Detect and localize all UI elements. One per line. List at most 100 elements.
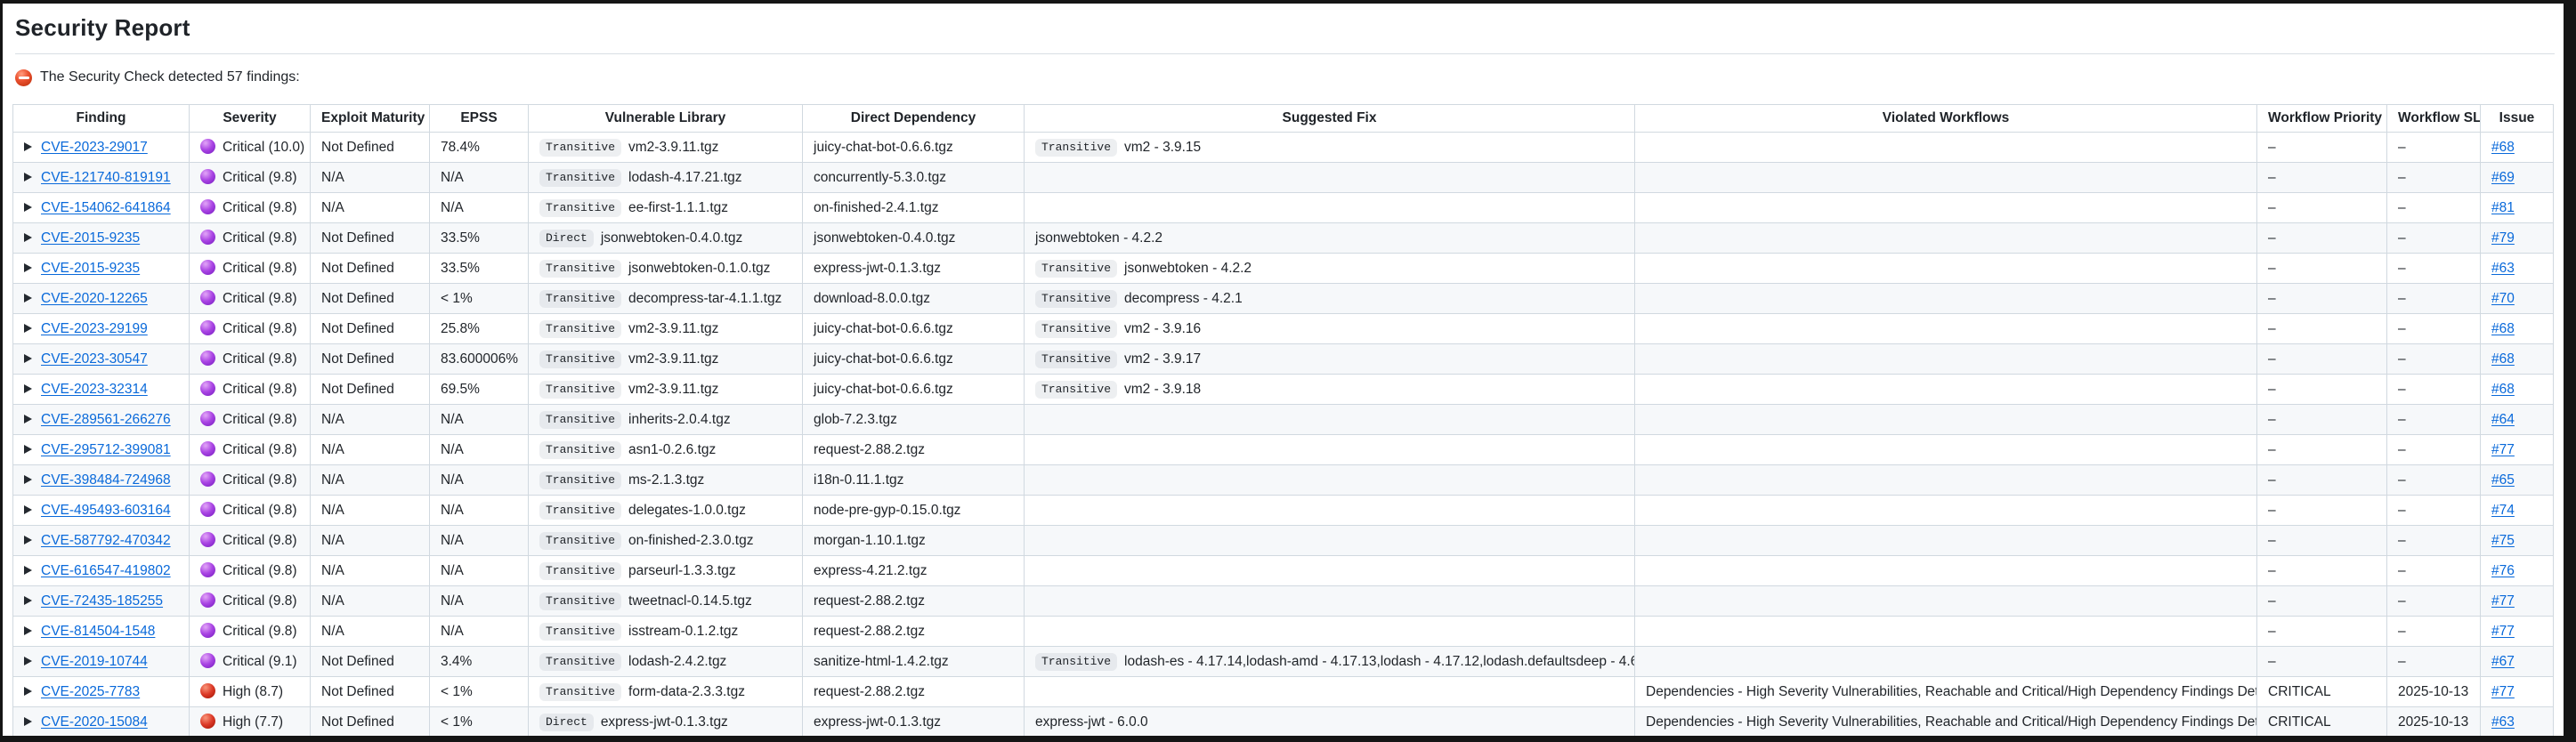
finding-link[interactable]: CVE-2025-7783 xyxy=(41,683,141,699)
finding-row: CVE-616547-419802 Critical (9.8) N/A N/A Tra… xyxy=(12,555,2554,586)
issue-link[interactable]: #69 xyxy=(2491,169,2515,185)
severity-cell: Critical (9.8) xyxy=(189,313,311,344)
library-name: jsonwebtoken-0.1.0.tgz xyxy=(628,260,771,276)
expand-triangle-icon[interactable] xyxy=(24,293,32,302)
finding-cell: CVE-2023-29017 xyxy=(12,132,190,163)
column-header-violated-workflows: Violated Workflows xyxy=(1634,104,2257,133)
issue-link[interactable]: #68 xyxy=(2491,381,2515,397)
finding-link[interactable]: CVE-398484-724968 xyxy=(41,472,171,488)
finding-link[interactable]: CVE-289561-266276 xyxy=(41,411,171,427)
finding-link[interactable]: CVE-2015-9235 xyxy=(41,230,141,246)
workflow-priority-cell: – xyxy=(2256,162,2387,193)
suggested-fix-cell xyxy=(1024,676,1635,707)
issue-link[interactable]: #65 xyxy=(2491,472,2515,488)
exploit-maturity-cell: Not Defined xyxy=(310,676,430,707)
severity-dot-icon xyxy=(200,714,215,729)
direct-dependency-cell: sanitize-html-1.4.2.tgz xyxy=(802,646,1025,677)
finding-link[interactable]: CVE-2023-32314 xyxy=(41,381,148,397)
violated-workflows-cell xyxy=(1634,555,2257,586)
finding-row: CVE-2020-12265 Critical (9.8) Not Defined <… xyxy=(12,283,2554,314)
issue-link[interactable]: #79 xyxy=(2491,230,2515,246)
issue-link[interactable]: #68 xyxy=(2491,139,2515,155)
finding-link[interactable]: CVE-2023-30547 xyxy=(41,351,148,367)
finding-link[interactable]: CVE-2023-29199 xyxy=(41,320,148,336)
issue-link[interactable]: #67 xyxy=(2491,653,2515,669)
finding-link[interactable]: CVE-154062-641864 xyxy=(41,199,171,215)
finding-link[interactable]: CVE-495493-603164 xyxy=(41,502,171,518)
expand-triangle-icon[interactable] xyxy=(24,444,32,454)
finding-link[interactable]: CVE-2020-12265 xyxy=(41,290,148,306)
violated-workflows-cell xyxy=(1634,585,2257,617)
finding-link[interactable]: CVE-295712-399081 xyxy=(41,441,171,457)
scope-badge: Transitive xyxy=(1035,138,1118,157)
expand-triangle-icon[interactable] xyxy=(24,414,32,423)
severity-dot-icon xyxy=(200,562,215,577)
finding-link[interactable]: CVE-2020-15084 xyxy=(41,714,148,730)
finding-cell: CVE-121740-819191 xyxy=(12,162,190,193)
workflow-priority-cell: – xyxy=(2256,253,2387,284)
finding-link[interactable]: CVE-121740-819191 xyxy=(41,169,171,185)
workflow-priority-cell: – xyxy=(2256,343,2387,375)
issue-link[interactable]: #63 xyxy=(2491,714,2515,730)
issue-link[interactable]: #75 xyxy=(2491,532,2515,548)
finding-link[interactable]: CVE-587792-470342 xyxy=(41,532,171,548)
severity-label: Critical (9.8) xyxy=(223,382,297,397)
expand-triangle-icon[interactable] xyxy=(24,323,32,333)
issue-link[interactable]: #81 xyxy=(2491,199,2515,215)
finding-link[interactable]: CVE-814504-1548 xyxy=(41,623,156,639)
suggested-fix-text: vm2 - 3.9.17 xyxy=(1124,351,1202,367)
expand-triangle-icon[interactable] xyxy=(24,565,32,575)
issue-link[interactable]: #77 xyxy=(2491,593,2515,609)
finding-link[interactable]: CVE-616547-419802 xyxy=(41,562,171,578)
scope-badge: Direct xyxy=(539,713,594,731)
suggested-fix-cell xyxy=(1024,525,1635,556)
expand-triangle-icon[interactable] xyxy=(24,141,32,151)
expand-triangle-icon[interactable] xyxy=(24,172,32,181)
issue-link[interactable]: #63 xyxy=(2491,260,2515,276)
library-name: decompress-tar-4.1.1.tgz xyxy=(628,290,782,306)
exploit-maturity-cell: N/A xyxy=(310,616,430,647)
expand-triangle-icon[interactable] xyxy=(24,716,32,726)
issue-cell: #64 xyxy=(2480,404,2554,435)
epss-cell: N/A xyxy=(429,585,529,617)
finding-row: CVE-2023-29017 Critical (10.0) Not Defined… xyxy=(12,132,2554,163)
finding-link[interactable]: CVE-2023-29017 xyxy=(41,139,148,155)
expand-triangle-icon[interactable] xyxy=(24,232,32,242)
exploit-maturity-cell: N/A xyxy=(310,585,430,617)
issue-cell: #65 xyxy=(2480,464,2554,496)
expand-triangle-icon[interactable] xyxy=(24,504,32,514)
workflow-priority-cell: – xyxy=(2256,434,2387,465)
expand-triangle-icon[interactable] xyxy=(24,595,32,605)
workflow-sla-cell: – xyxy=(2386,555,2481,586)
expand-triangle-icon[interactable] xyxy=(24,656,32,665)
issue-link[interactable]: #70 xyxy=(2491,290,2515,306)
issue-link[interactable]: #74 xyxy=(2491,502,2515,518)
issue-link[interactable]: #64 xyxy=(2491,411,2515,427)
finding-link[interactable]: CVE-72435-185255 xyxy=(41,593,164,609)
issue-link[interactable]: #68 xyxy=(2491,351,2515,367)
issue-link[interactable]: #76 xyxy=(2491,562,2515,578)
expand-triangle-icon[interactable] xyxy=(24,474,32,484)
expand-triangle-icon[interactable] xyxy=(24,535,32,544)
expand-triangle-icon[interactable] xyxy=(24,686,32,696)
suggested-fix-cell: Transitive decompress - 4.2.1 xyxy=(1024,283,1635,314)
expand-triangle-icon[interactable] xyxy=(24,625,32,635)
issue-link[interactable]: #77 xyxy=(2491,623,2515,639)
issue-link[interactable]: #77 xyxy=(2491,683,2515,699)
finding-link[interactable]: CVE-2019-10744 xyxy=(41,653,148,669)
expand-triangle-icon[interactable] xyxy=(24,383,32,393)
expand-triangle-icon[interactable] xyxy=(24,353,32,363)
vulnerable-library-cell: Transitive inherits-2.0.4.tgz xyxy=(528,404,803,435)
workflow-sla-cell: – xyxy=(2386,585,2481,617)
finding-link[interactable]: CVE-2015-9235 xyxy=(41,260,141,276)
epss-cell: 3.4% xyxy=(429,646,529,677)
workflow-priority-cell: – xyxy=(2256,616,2387,647)
epss-cell: 78.4% xyxy=(429,132,529,163)
expand-triangle-icon[interactable] xyxy=(24,202,32,212)
issue-link[interactable]: #68 xyxy=(2491,320,2515,336)
finding-row: CVE-289561-266276 Critical (9.8) N/A N/A Tra… xyxy=(12,404,2554,435)
finding-cell: CVE-295712-399081 xyxy=(12,434,190,465)
issue-link[interactable]: #77 xyxy=(2491,441,2515,457)
workflow-sla-cell: – xyxy=(2386,313,2481,344)
expand-triangle-icon[interactable] xyxy=(24,262,32,272)
